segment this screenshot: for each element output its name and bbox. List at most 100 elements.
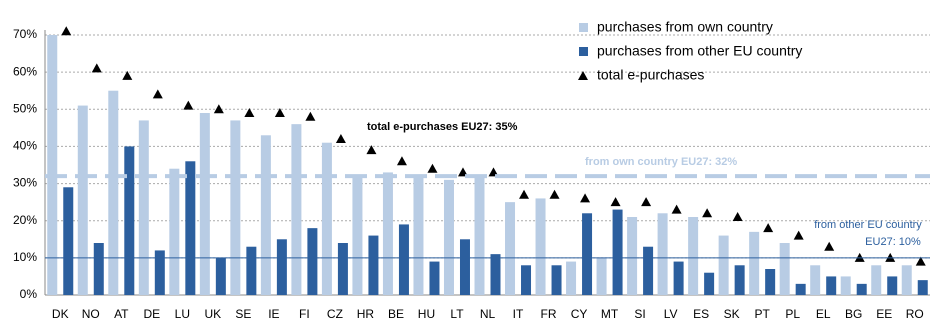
y-tick-label: 30%: [13, 176, 37, 190]
x-tick-label: PT: [754, 307, 770, 321]
bar: [138, 120, 149, 295]
bar: [199, 113, 210, 295]
bar: [566, 261, 577, 295]
reference-label: EU27: 10%: [865, 236, 921, 248]
x-tick-label: RO: [906, 307, 924, 321]
marker: [610, 197, 621, 207]
legend-label: purchases from other EU country: [597, 43, 802, 59]
x-tick-label: DK: [52, 307, 69, 321]
bar: [276, 239, 287, 295]
bar: [230, 120, 241, 295]
bar: [718, 235, 729, 295]
y-tick-label: 50%: [13, 101, 37, 115]
bar: [490, 254, 501, 295]
legend-swatch: [579, 23, 588, 32]
bar: [185, 161, 196, 295]
annotation: total e-purchases EU27: 35%: [367, 121, 518, 133]
x-tick-label: AT: [114, 307, 129, 321]
x-tick-label: BG: [845, 307, 862, 321]
x-tick-label: LT: [450, 307, 464, 321]
bar: [124, 146, 135, 295]
x-tick-label: FR: [541, 307, 557, 321]
marker: [732, 212, 743, 221]
legend-label: purchases from own country: [597, 19, 773, 35]
bar: [810, 265, 821, 295]
bar: [887, 276, 898, 295]
bar: [582, 213, 593, 295]
bar: [521, 265, 532, 295]
bar: [901, 265, 912, 295]
bar: [795, 283, 806, 295]
x-tick-label: NL: [480, 307, 496, 321]
x-tick-label: SI: [634, 307, 645, 321]
x-tick-label: UK: [205, 307, 222, 321]
marker: [61, 26, 72, 36]
y-tick-label: 0%: [20, 287, 38, 301]
bar: [443, 179, 454, 295]
y-tick-label: 70%: [13, 27, 37, 41]
bar: [429, 261, 440, 295]
x-tick-label: LV: [664, 307, 678, 321]
marker: [519, 189, 530, 199]
marker: [366, 145, 377, 155]
legend-swatch: [579, 47, 588, 56]
x-tick-label: HR: [357, 307, 375, 321]
x-tick-label: CY: [571, 307, 588, 321]
x-tick-label: SK: [724, 307, 740, 321]
x-tick-label: ES: [693, 307, 709, 321]
x-tick-label: EL: [816, 307, 831, 321]
bar: [643, 246, 654, 295]
bar: [657, 213, 668, 295]
y-tick-label: 60%: [13, 64, 37, 78]
bar: [551, 265, 562, 295]
x-tick-label: BE: [388, 307, 404, 321]
reference-label: from other EU country: [814, 219, 922, 231]
bar: [596, 257, 607, 295]
bar: [47, 35, 58, 295]
legend-label: total e-purchases: [597, 67, 704, 83]
bar: [77, 105, 88, 295]
marker: [396, 156, 407, 166]
bar: [352, 176, 363, 295]
bar: [337, 243, 348, 295]
bar: [917, 280, 928, 295]
bar: [291, 124, 302, 296]
bar: [474, 176, 485, 295]
bar: [779, 243, 790, 295]
x-tick-label: LU: [175, 307, 190, 321]
bar: [505, 202, 516, 295]
bar: [612, 209, 623, 295]
bar: [382, 172, 393, 295]
bar: [840, 276, 851, 295]
marker: [793, 230, 804, 240]
bar: [154, 250, 165, 295]
x-tick-label: NO: [82, 307, 100, 321]
marker: [641, 197, 652, 207]
bar: [826, 276, 837, 295]
bar: [246, 246, 257, 295]
marker: [763, 223, 774, 233]
x-tick-label: IT: [513, 307, 524, 321]
x-tick-label: FI: [299, 307, 310, 321]
bar: [260, 135, 271, 295]
marker: [183, 100, 194, 110]
y-tick-label: 20%: [13, 213, 37, 227]
reference-label: from own country EU27: 32%: [585, 156, 737, 168]
marker: [824, 241, 835, 251]
bar: [63, 187, 74, 295]
legend-swatch: [578, 71, 588, 80]
marker: [274, 108, 285, 117]
marker: [122, 70, 133, 80]
x-tick-label: PL: [785, 307, 800, 321]
x-tick-label: DE: [143, 307, 160, 321]
bar: [108, 90, 119, 295]
bar: [321, 142, 332, 295]
bar: [627, 217, 638, 295]
bar: [673, 261, 684, 295]
x-tick-label: MT: [601, 307, 619, 321]
marker: [213, 104, 224, 114]
marker: [244, 108, 255, 117]
bar: [535, 198, 546, 295]
y-tick-label: 40%: [13, 139, 37, 153]
